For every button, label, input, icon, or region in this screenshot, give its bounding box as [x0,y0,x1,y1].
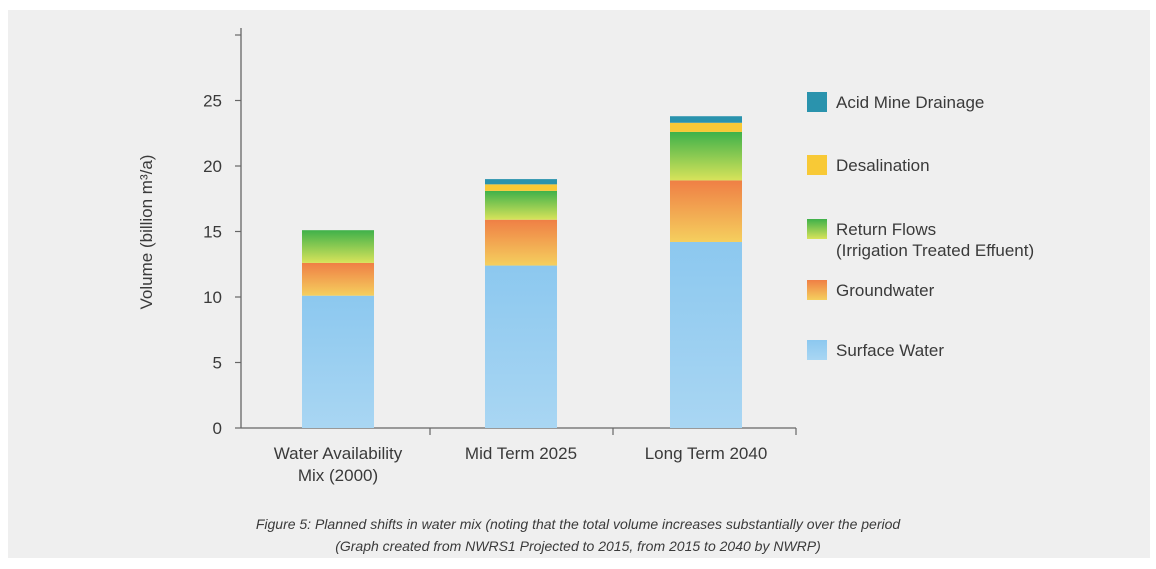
bar-segment [670,116,742,123]
y-tick-label: 25 [203,92,222,111]
bar-segment [485,219,557,266]
legend-swatch [807,92,827,112]
bar-segment [670,241,742,428]
stacked-bar-chart: 0 5 10 15 20 25 Volume (billion m³/a) Water Ava… [137,28,1034,485]
bar-segment [670,131,742,181]
y-tick-label: 5 [213,354,222,373]
bar-segment [485,190,557,220]
bar-segment [302,230,374,263]
bar-segment [485,265,557,428]
legend-swatch [807,280,827,300]
bar-segment [485,179,557,185]
legend-label: (Irrigation Treated Effuent) [836,241,1034,260]
legend-label: Acid Mine Drainage [836,93,984,112]
legend-swatch [807,340,827,360]
legend-label: Groundwater [836,281,935,300]
figure-panel [8,10,1150,558]
y-tick-label: 0 [213,419,222,438]
x-tick-label: Mid Term 2025 [465,444,577,463]
figure-caption-line-2: (Graph created from NWRS1 Projected to 2… [335,538,821,554]
bar-segment [485,184,557,191]
legend-label: Surface Water [836,341,944,360]
bar-segment [670,180,742,242]
bar-segment [302,262,374,296]
y-tick-label: 15 [203,223,222,242]
x-tick-label: Mix (2000) [298,466,378,485]
bar-segment [302,295,374,428]
legend-swatch [807,155,827,175]
legend-label: Desalination [836,156,930,175]
legend-swatch [807,219,827,239]
y-tick-label: 10 [203,288,222,307]
y-tick-label: 20 [203,157,222,176]
legend-label: Return Flows [836,220,936,239]
x-tick-label: Long Term 2040 [645,444,768,463]
y-axis-title: Volume (billion m³/a) [137,155,156,310]
figure-caption-line-1: Figure 5: Planned shifts in water mix (n… [255,516,901,532]
x-tick-label: Water Availability [274,444,403,463]
bar-segment [670,122,742,132]
